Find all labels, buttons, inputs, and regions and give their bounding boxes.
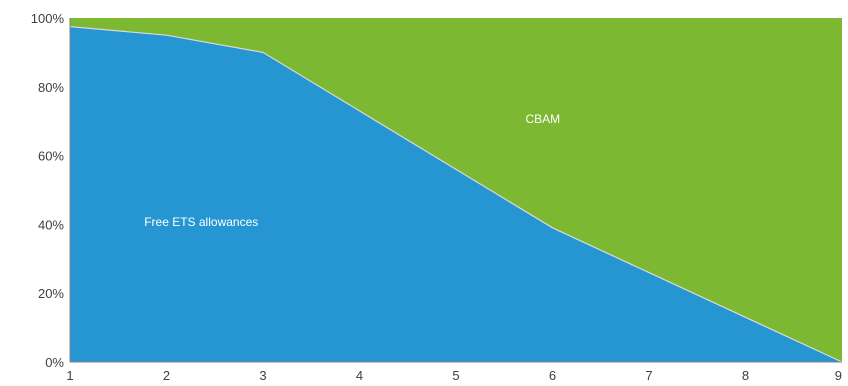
y-tick-labels: 0% 20% 40% 60% 80% 100%: [31, 11, 65, 370]
x-tick-label: 5: [452, 368, 459, 383]
x-tick-label: 9: [835, 368, 842, 383]
area-label-free-ets-allowances: Free ETS allowances: [144, 215, 258, 229]
y-tick-label: 80%: [38, 80, 64, 95]
y-tick-label: 0%: [45, 355, 64, 370]
plot-area: [69, 18, 843, 363]
x-tick-label: 3: [259, 368, 266, 383]
x-tick-label: 6: [549, 368, 556, 383]
area-label-cbam: CBAM: [526, 112, 561, 126]
area-free-ets-allowances: [70, 26, 842, 362]
x-tick-label: 1: [66, 368, 73, 383]
x-tick-labels: 1 2 3 4 5 6 7 8 9: [66, 368, 842, 383]
x-tick-label: 8: [742, 368, 749, 383]
y-tick-label: 100%: [31, 11, 65, 26]
area-cbam: [70, 18, 842, 362]
series-boundary-line: [69, 26, 843, 363]
x-tick-label: 2: [163, 368, 170, 383]
x-tick-label: 7: [645, 368, 652, 383]
y-tick-label: 40%: [38, 217, 64, 232]
y-tick-label: 20%: [38, 286, 64, 301]
x-tick-label: 4: [356, 368, 363, 383]
y-tick-label: 60%: [38, 149, 64, 164]
